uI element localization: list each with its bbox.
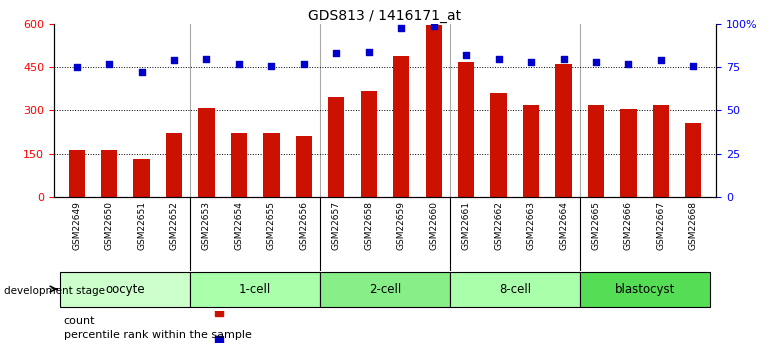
- Bar: [199, 108, 215, 197]
- FancyBboxPatch shape: [450, 272, 580, 307]
- Bar: [328, 97, 344, 197]
- Text: GSM22653: GSM22653: [202, 201, 211, 250]
- Text: GSM22654: GSM22654: [234, 201, 243, 250]
- Point: [460, 52, 472, 58]
- Point: [136, 70, 148, 75]
- Point: [168, 58, 180, 63]
- Bar: [101, 150, 117, 197]
- Bar: [458, 62, 474, 197]
- Point: [265, 63, 277, 68]
- FancyBboxPatch shape: [190, 272, 320, 307]
- Text: GSM22665: GSM22665: [591, 201, 601, 250]
- Text: GSM22658: GSM22658: [364, 201, 373, 250]
- Bar: [296, 136, 312, 197]
- Text: 1-cell: 1-cell: [239, 283, 271, 296]
- Bar: [490, 93, 507, 197]
- Text: GSM22668: GSM22668: [689, 201, 698, 250]
- Point: [298, 61, 310, 67]
- Bar: [393, 56, 410, 197]
- Text: percentile rank within the sample: percentile rank within the sample: [64, 331, 252, 340]
- Point: [200, 56, 213, 61]
- Text: GSM22661: GSM22661: [462, 201, 470, 250]
- Point: [654, 58, 667, 63]
- Point: [395, 25, 407, 30]
- Text: 8-cell: 8-cell: [499, 283, 531, 296]
- Bar: [555, 65, 571, 197]
- Text: GSM22655: GSM22655: [267, 201, 276, 250]
- Text: GSM22663: GSM22663: [527, 201, 536, 250]
- Text: GSM22666: GSM22666: [624, 201, 633, 250]
- FancyBboxPatch shape: [320, 272, 450, 307]
- Bar: [133, 159, 149, 197]
- Bar: [621, 109, 637, 197]
- Point: [557, 56, 570, 61]
- Bar: [588, 105, 604, 197]
- Point: [622, 61, 634, 67]
- Point: [71, 65, 83, 70]
- Point: [687, 63, 699, 68]
- Point: [330, 51, 343, 56]
- Point: [525, 59, 537, 65]
- Text: GSM22650: GSM22650: [105, 201, 114, 250]
- Title: GDS813 / 1416171_at: GDS813 / 1416171_at: [309, 9, 461, 23]
- Text: GSM22649: GSM22649: [72, 201, 81, 250]
- FancyBboxPatch shape: [60, 272, 190, 307]
- Bar: [69, 150, 85, 197]
- Text: GSM22667: GSM22667: [656, 201, 665, 250]
- Point: [427, 23, 440, 29]
- Bar: [263, 134, 280, 197]
- Text: blastocyst: blastocyst: [614, 283, 675, 296]
- Text: count: count: [64, 316, 95, 326]
- Text: GSM22656: GSM22656: [300, 201, 308, 250]
- Bar: [360, 91, 377, 197]
- Bar: [426, 25, 442, 197]
- Bar: [166, 134, 182, 197]
- Text: GSM22662: GSM22662: [494, 201, 503, 250]
- Text: 2-cell: 2-cell: [369, 283, 401, 296]
- Point: [103, 61, 116, 67]
- Bar: [685, 123, 701, 197]
- Point: [363, 49, 375, 55]
- Point: [493, 56, 505, 61]
- Text: GSM22664: GSM22664: [559, 201, 568, 250]
- Text: GSM22659: GSM22659: [397, 201, 406, 250]
- Text: oocyte: oocyte: [105, 283, 145, 296]
- Text: GSM22657: GSM22657: [332, 201, 341, 250]
- Point: [590, 59, 602, 65]
- Point: [233, 61, 245, 67]
- Bar: [653, 105, 669, 197]
- Bar: [231, 134, 247, 197]
- Text: GSM22651: GSM22651: [137, 201, 146, 250]
- FancyBboxPatch shape: [580, 272, 710, 307]
- Text: development stage: development stage: [4, 286, 105, 296]
- Bar: [523, 105, 539, 197]
- Text: GSM22660: GSM22660: [429, 201, 438, 250]
- Text: GSM22652: GSM22652: [169, 201, 179, 250]
